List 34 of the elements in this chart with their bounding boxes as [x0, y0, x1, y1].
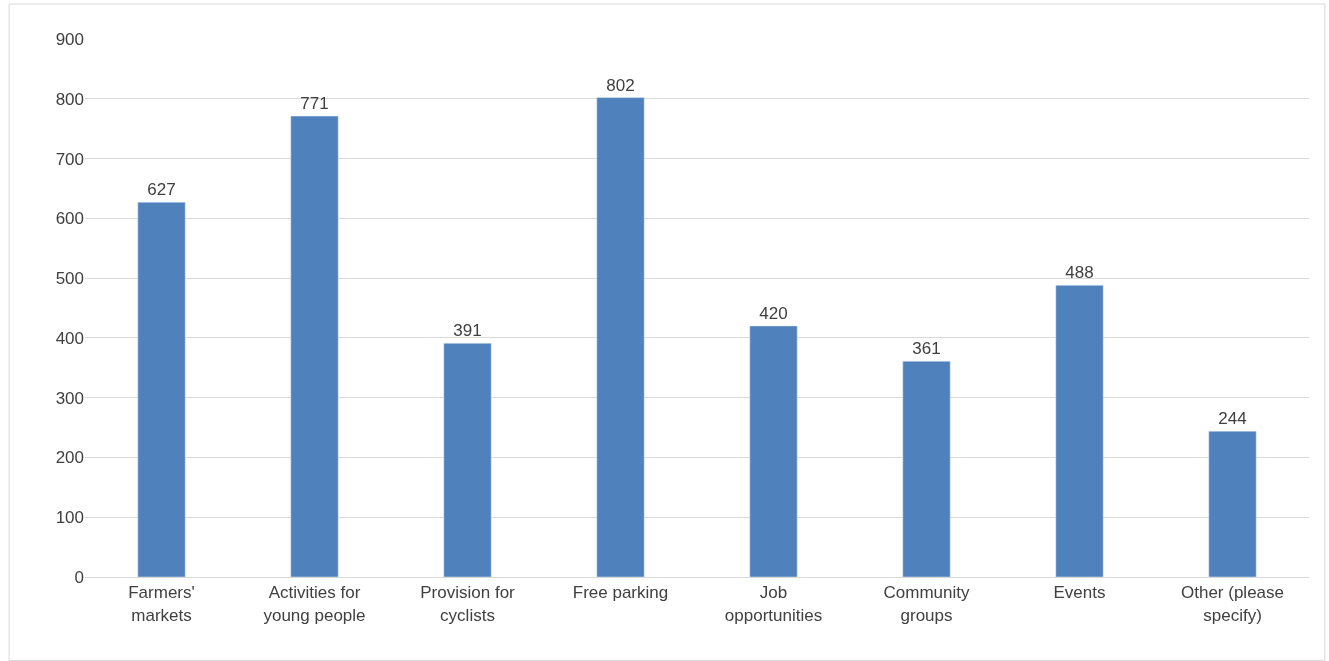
- bar: [1208, 430, 1257, 577]
- bar: [749, 325, 798, 577]
- bar: [443, 343, 492, 577]
- data-label: 244: [1218, 409, 1247, 429]
- y-tick-label: 200: [55, 448, 84, 468]
- y-tick-label: 600: [55, 209, 84, 229]
- y-tick-label: 100: [55, 508, 84, 528]
- x-tick-label: Provision for cyclists: [420, 583, 516, 625]
- x-tick-label: Community groups: [883, 583, 970, 625]
- data-label: 420: [759, 303, 788, 323]
- data-label: 361: [912, 339, 941, 359]
- bar: [596, 97, 645, 577]
- bar: [137, 201, 186, 577]
- bar: [1055, 285, 1104, 577]
- x-tick-label: Activities for young people: [263, 583, 366, 625]
- data-label: 391: [453, 321, 482, 341]
- y-tick-label: 700: [55, 149, 84, 169]
- data-label: 627: [147, 180, 176, 200]
- y-tick-label: 0: [74, 567, 84, 587]
- data-label: 488: [1065, 263, 1094, 283]
- x-tick-label: Events: [1053, 583, 1106, 603]
- bar: [902, 360, 951, 577]
- y-tick-label: 500: [55, 269, 84, 289]
- y-tick-label: 300: [55, 388, 84, 408]
- x-tick-label: Job opportunities: [724, 583, 823, 625]
- x-tick-label: Other (please specify): [1181, 583, 1284, 625]
- x-tick-label: Free parking: [572, 583, 669, 603]
- y-tick-label: 900: [55, 29, 84, 49]
- bar: [290, 115, 339, 577]
- data-label: 771: [300, 94, 329, 114]
- y-tick-label: 800: [55, 89, 84, 109]
- y-tick-label: 400: [55, 328, 84, 348]
- data-label: 802: [606, 75, 635, 95]
- x-tick-label: Farmers' markets: [128, 583, 195, 625]
